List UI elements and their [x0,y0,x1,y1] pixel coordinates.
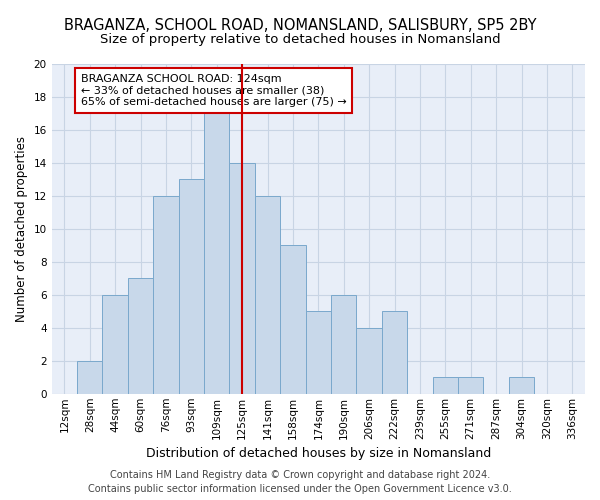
Bar [356,328,382,394]
Bar [382,312,407,394]
Bar [458,378,484,394]
X-axis label: Distribution of detached houses by size in Nomansland: Distribution of detached houses by size … [146,447,491,460]
Bar [128,278,153,394]
Bar [433,378,458,394]
Bar [229,163,255,394]
Bar [204,114,229,394]
Text: BRAGANZA SCHOOL ROAD: 124sqm
← 33% of detached houses are smaller (38)
65% of se: BRAGANZA SCHOOL ROAD: 124sqm ← 33% of de… [81,74,347,107]
Text: Size of property relative to detached houses in Nomansland: Size of property relative to detached ho… [100,32,500,46]
Bar [153,196,179,394]
Y-axis label: Number of detached properties: Number of detached properties [15,136,28,322]
Bar [179,180,204,394]
Text: Contains HM Land Registry data © Crown copyright and database right 2024.
Contai: Contains HM Land Registry data © Crown c… [88,470,512,494]
Bar [509,378,534,394]
Text: BRAGANZA, SCHOOL ROAD, NOMANSLAND, SALISBURY, SP5 2BY: BRAGANZA, SCHOOL ROAD, NOMANSLAND, SALIS… [64,18,536,32]
Bar [305,312,331,394]
Bar [280,246,305,394]
Bar [255,196,280,394]
Bar [77,361,103,394]
Bar [331,295,356,394]
Bar [103,295,128,394]
